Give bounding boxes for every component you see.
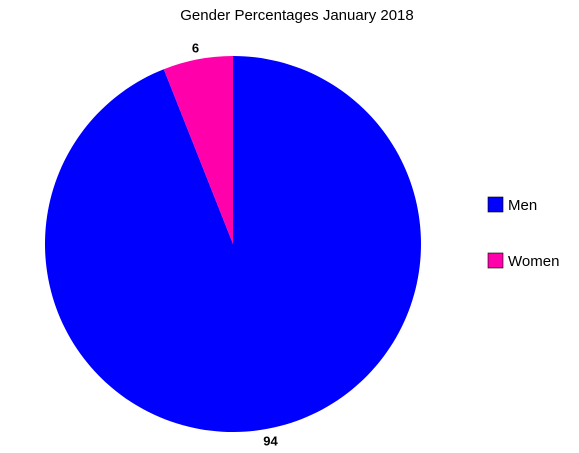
data-label-men: 94 xyxy=(263,434,278,449)
pie-slices xyxy=(44,56,421,432)
data-labels: 94 6 xyxy=(192,41,279,449)
chart-title: Gender Percentages January 2018 xyxy=(180,7,414,24)
data-label-women: 6 xyxy=(192,41,199,56)
pie-slice-men xyxy=(44,56,421,432)
legend: Men Women xyxy=(487,196,559,270)
legend-label-women: Women xyxy=(508,253,559,270)
legend-swatch-women xyxy=(487,252,504,269)
legend-label-men: Men xyxy=(508,197,537,214)
legend-swatch-men xyxy=(487,196,504,213)
pie-slice-women xyxy=(163,56,233,244)
